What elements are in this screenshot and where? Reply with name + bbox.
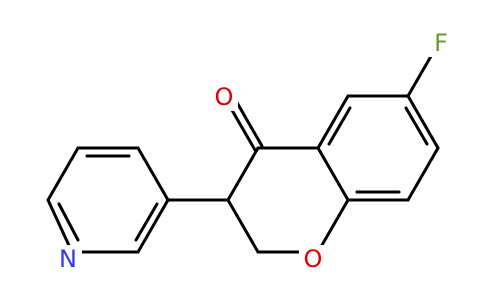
bond: [226, 198, 260, 254]
label-bg: [210, 83, 238, 111]
bond: [46, 198, 74, 254]
double-bond-inner: [134, 202, 159, 242]
bond: [406, 146, 440, 202]
bond: [316, 94, 350, 150]
bond: [226, 146, 260, 202]
label-bg: [299, 245, 327, 273]
bond: [136, 146, 170, 202]
atom-label: O: [215, 83, 234, 111]
bond: [316, 146, 350, 202]
atom-label: N: [59, 245, 77, 273]
atom-label: O: [304, 245, 323, 273]
bond: [316, 198, 350, 254]
double-bond-inner: [327, 106, 352, 146]
bond: [46, 146, 80, 202]
bond: [406, 94, 440, 150]
label-bg: [54, 245, 82, 273]
bonds: [46, 42, 440, 254]
double-bond-inner: [404, 106, 429, 146]
atom-labels: F O O N: [54, 29, 453, 273]
double-bond-inner: [57, 202, 80, 242]
atom-label: F: [434, 29, 448, 57]
bond: [136, 198, 170, 254]
label-bg: [429, 29, 453, 57]
